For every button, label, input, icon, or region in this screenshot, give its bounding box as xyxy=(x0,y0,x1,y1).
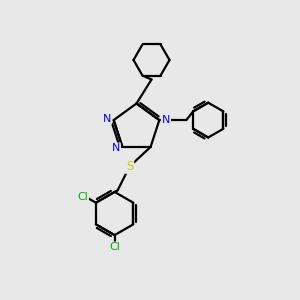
Text: Cl: Cl xyxy=(109,242,120,252)
Text: Cl: Cl xyxy=(77,192,88,202)
Text: S: S xyxy=(126,160,133,173)
Text: N: N xyxy=(103,114,111,124)
Text: N: N xyxy=(162,115,170,125)
Text: N: N xyxy=(112,143,120,153)
